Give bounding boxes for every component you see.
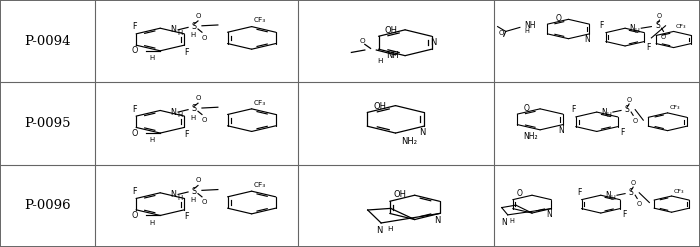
Text: O: O [633, 118, 638, 124]
Text: O: O [657, 13, 662, 19]
Text: S: S [629, 188, 634, 197]
Text: S: S [191, 104, 197, 113]
Text: F: F [646, 43, 651, 52]
Text: N: N [558, 126, 564, 135]
Text: O: O [195, 95, 201, 101]
Text: S: S [191, 187, 197, 196]
Text: CF₃: CF₃ [670, 105, 680, 110]
Text: S: S [191, 22, 197, 31]
Text: H: H [178, 112, 183, 118]
Text: H: H [606, 112, 611, 118]
Text: H: H [190, 115, 195, 121]
Text: O: O [637, 201, 642, 207]
Text: F: F [620, 128, 624, 137]
Text: O: O [360, 38, 365, 44]
Text: N: N [500, 218, 507, 227]
Text: NH: NH [386, 51, 399, 60]
Text: OH: OH [384, 26, 398, 35]
Text: O: O [202, 35, 206, 41]
Text: F: F [132, 187, 136, 196]
Text: N: N [435, 216, 441, 225]
Text: CF₃: CF₃ [676, 24, 686, 29]
Text: F: F [622, 210, 626, 219]
Text: H: H [524, 28, 528, 34]
Text: OH: OH [373, 102, 386, 111]
Text: O: O [517, 189, 523, 198]
Text: H: H [150, 137, 155, 143]
Text: H: H [377, 58, 383, 63]
Text: N: N [605, 191, 610, 200]
Text: O: O [132, 46, 139, 55]
Text: N: N [170, 190, 176, 199]
Text: F: F [132, 22, 136, 31]
Text: H: H [190, 197, 195, 203]
Text: N: N [629, 24, 635, 33]
Text: H: H [150, 220, 155, 226]
Text: P-0094: P-0094 [24, 35, 71, 48]
Text: P-0095: P-0095 [24, 117, 71, 130]
Text: O: O [202, 199, 206, 205]
Text: N: N [601, 108, 606, 117]
Text: F: F [132, 105, 136, 114]
Text: N: N [547, 210, 552, 219]
Text: N: N [170, 108, 176, 117]
Text: O: O [556, 14, 561, 22]
Text: H: H [150, 55, 155, 61]
Text: F: F [184, 48, 188, 57]
Text: CF₃: CF₃ [253, 182, 266, 188]
Text: O: O [132, 129, 139, 138]
Text: N: N [170, 25, 176, 34]
Text: H: H [190, 32, 195, 39]
Text: P-0096: P-0096 [24, 199, 71, 212]
Text: OH: OH [393, 190, 407, 199]
Text: S: S [655, 21, 660, 30]
Text: CF₃: CF₃ [673, 189, 684, 194]
Text: F: F [571, 105, 576, 115]
Text: NH₂: NH₂ [401, 137, 417, 146]
Text: O: O [661, 34, 666, 40]
Text: CF₃: CF₃ [253, 17, 266, 23]
Text: F: F [184, 212, 188, 221]
Text: NH₂: NH₂ [524, 132, 538, 141]
Text: H: H [610, 195, 615, 202]
Text: N: N [430, 38, 437, 47]
Text: O: O [524, 104, 529, 113]
Text: CF₃: CF₃ [253, 100, 266, 106]
Text: O: O [132, 211, 139, 220]
Text: F: F [578, 188, 582, 197]
Text: O: O [626, 97, 631, 103]
Text: H: H [510, 218, 514, 224]
Text: N: N [584, 36, 590, 44]
Text: N: N [376, 226, 382, 235]
Text: O: O [202, 117, 206, 123]
Text: O: O [499, 30, 505, 36]
Text: H: H [178, 30, 183, 36]
Text: N: N [419, 128, 425, 137]
Text: O: O [195, 13, 201, 19]
Text: H: H [178, 195, 183, 201]
Text: F: F [184, 130, 188, 139]
Text: O: O [195, 177, 201, 183]
Text: F: F [600, 21, 604, 30]
Text: H: H [387, 226, 393, 232]
Text: NH: NH [524, 21, 536, 30]
Text: S: S [624, 105, 629, 114]
Text: H: H [635, 28, 640, 34]
Text: O: O [631, 180, 636, 186]
